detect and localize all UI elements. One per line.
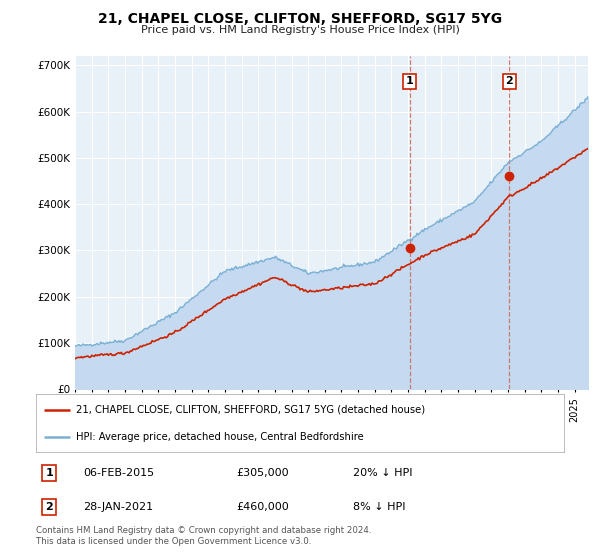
Text: 21, CHAPEL CLOSE, CLIFTON, SHEFFORD, SG17 5YG (detached house): 21, CHAPEL CLOSE, CLIFTON, SHEFFORD, SG1… (76, 404, 425, 414)
Text: 20% ↓ HPI: 20% ↓ HPI (353, 468, 412, 478)
Text: Price paid vs. HM Land Registry's House Price Index (HPI): Price paid vs. HM Land Registry's House … (140, 25, 460, 35)
Text: Contains HM Land Registry data © Crown copyright and database right 2024.
This d: Contains HM Land Registry data © Crown c… (36, 526, 371, 546)
Text: 1: 1 (406, 77, 413, 86)
Text: 28-JAN-2021: 28-JAN-2021 (83, 502, 154, 512)
Text: 2: 2 (46, 502, 53, 512)
Text: 21, CHAPEL CLOSE, CLIFTON, SHEFFORD, SG17 5YG: 21, CHAPEL CLOSE, CLIFTON, SHEFFORD, SG1… (98, 12, 502, 26)
Text: 1: 1 (46, 468, 53, 478)
Text: £460,000: £460,000 (236, 502, 289, 512)
Text: 8% ↓ HPI: 8% ↓ HPI (353, 502, 406, 512)
Text: 06-FEB-2015: 06-FEB-2015 (83, 468, 155, 478)
Text: £305,000: £305,000 (236, 468, 289, 478)
Text: HPI: Average price, detached house, Central Bedfordshire: HPI: Average price, detached house, Cent… (76, 432, 364, 442)
Text: 2: 2 (505, 77, 513, 86)
